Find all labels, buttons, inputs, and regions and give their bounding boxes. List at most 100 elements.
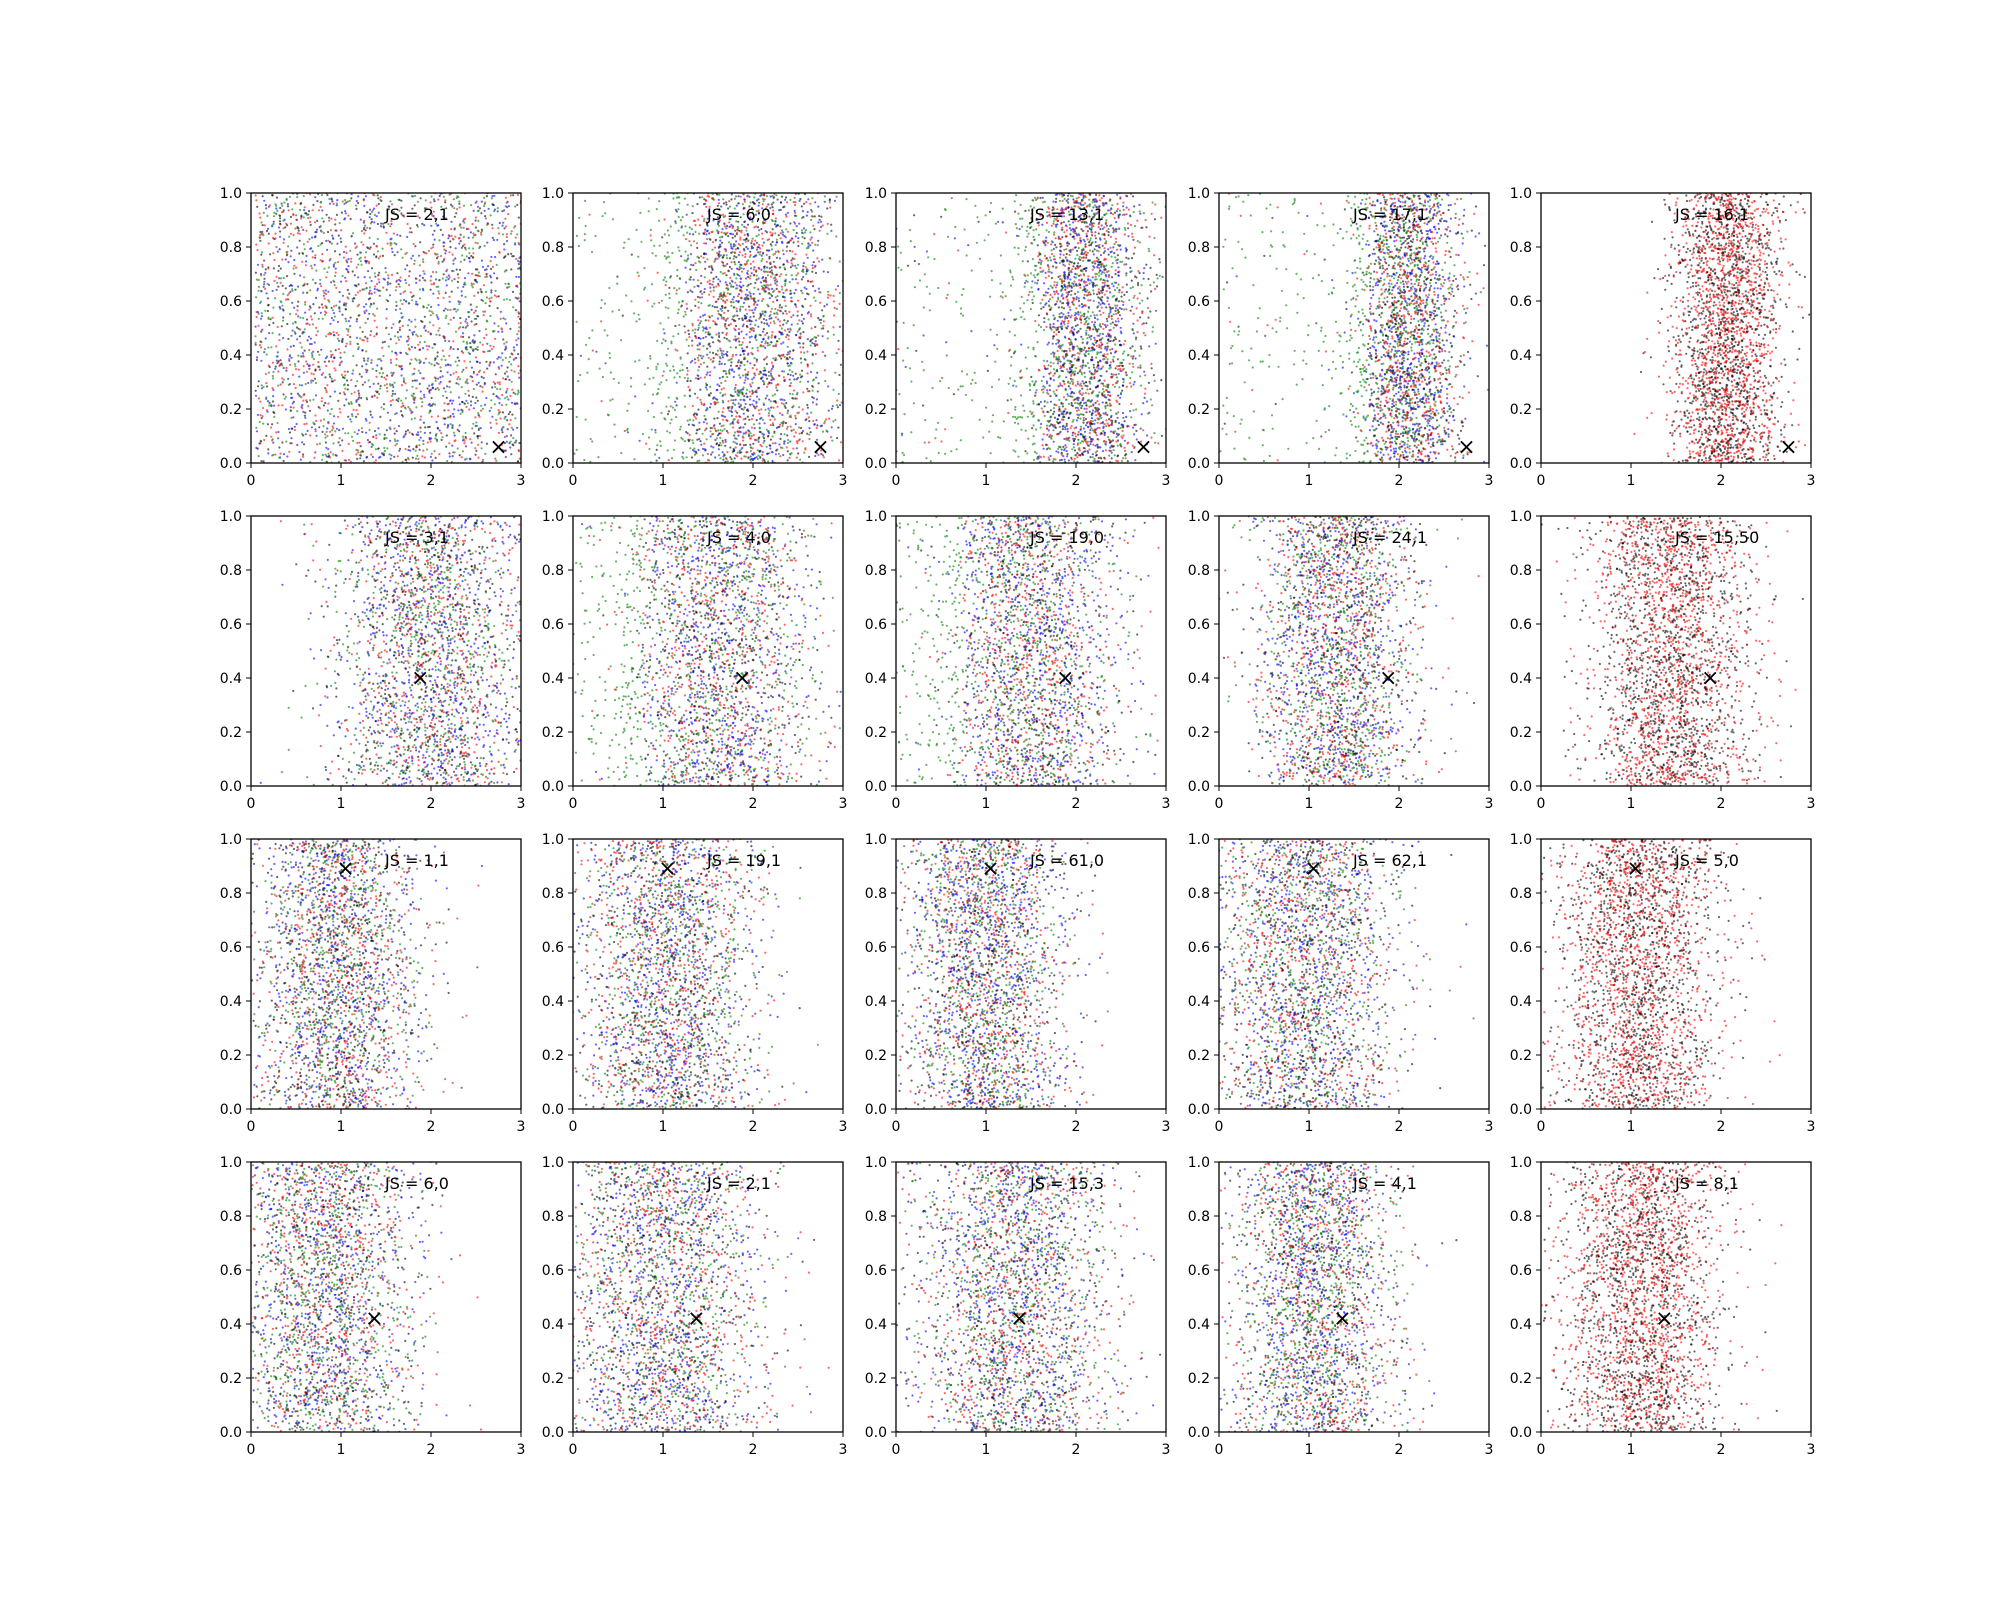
data-point xyxy=(413,259,416,262)
data-point xyxy=(754,324,757,327)
data-point xyxy=(327,239,330,242)
data-point xyxy=(737,293,741,296)
data-point xyxy=(428,321,431,324)
data-point xyxy=(417,457,420,461)
data-point xyxy=(291,396,294,399)
data-point xyxy=(353,391,356,394)
data-point xyxy=(316,200,319,203)
data-point xyxy=(289,409,292,412)
data-point xyxy=(504,348,507,351)
data-point xyxy=(719,308,722,311)
data-point xyxy=(309,289,312,292)
data-point xyxy=(260,315,264,318)
data-point xyxy=(722,407,725,410)
data-point xyxy=(796,282,799,285)
data-point xyxy=(448,455,451,458)
data-point xyxy=(751,211,754,214)
data-point xyxy=(405,389,408,392)
data-point xyxy=(414,325,417,328)
data-point xyxy=(717,202,721,205)
data-point xyxy=(404,407,407,410)
data-point xyxy=(749,295,753,298)
data-point xyxy=(710,453,713,456)
data-point xyxy=(786,441,790,444)
data-point xyxy=(817,260,821,263)
data-point xyxy=(431,270,435,274)
data-point xyxy=(451,424,454,427)
data-point xyxy=(754,306,757,309)
data-point xyxy=(472,209,475,212)
data-point xyxy=(815,419,818,422)
data-point xyxy=(652,376,655,379)
data-point xyxy=(714,257,717,260)
data-point xyxy=(743,363,746,367)
data-point xyxy=(436,427,439,430)
data-point xyxy=(720,381,723,385)
data-point xyxy=(335,229,338,232)
data-point xyxy=(762,441,765,444)
data-point xyxy=(717,221,720,224)
data-point xyxy=(329,322,332,325)
data-point xyxy=(608,352,611,355)
data-point xyxy=(754,335,757,338)
data-point xyxy=(322,289,325,292)
data-point xyxy=(709,286,712,289)
data-point xyxy=(428,411,431,414)
data-point xyxy=(443,402,446,405)
data-point xyxy=(803,286,806,289)
data-point xyxy=(784,310,787,313)
data-point xyxy=(342,391,345,394)
data-point xyxy=(331,353,334,356)
data-point xyxy=(330,306,333,309)
data-point xyxy=(633,458,636,461)
data-point xyxy=(296,305,299,308)
data-point xyxy=(713,306,717,309)
data-point xyxy=(370,279,373,283)
x-tick-label: 3 xyxy=(517,473,526,489)
data-point xyxy=(260,416,263,420)
data-point xyxy=(785,427,789,430)
data-point xyxy=(640,240,643,243)
data-point xyxy=(511,388,514,391)
data-point xyxy=(282,241,285,244)
data-point xyxy=(760,268,763,271)
data-point xyxy=(468,457,471,460)
data-point xyxy=(750,240,754,243)
data-point xyxy=(501,330,504,333)
data-point xyxy=(794,417,797,420)
data-point xyxy=(254,271,257,274)
data-point xyxy=(771,219,774,223)
data-point xyxy=(474,241,477,244)
data-point xyxy=(751,220,754,223)
data-point xyxy=(509,194,512,197)
data-point xyxy=(782,453,785,457)
data-point xyxy=(651,252,654,255)
data-point xyxy=(771,451,774,454)
data-point xyxy=(786,320,789,323)
data-point xyxy=(515,275,518,278)
data-point xyxy=(517,262,521,266)
data-point xyxy=(270,435,273,438)
data-point xyxy=(714,403,717,406)
data-point xyxy=(653,244,656,247)
data-point xyxy=(794,235,797,238)
data-point xyxy=(474,309,477,312)
data-point xyxy=(406,429,410,432)
data-point xyxy=(777,452,781,455)
data-point xyxy=(775,343,778,346)
data-point xyxy=(395,304,398,307)
data-point xyxy=(838,459,841,462)
data-point xyxy=(691,449,695,452)
data-point xyxy=(777,251,780,254)
data-point xyxy=(760,227,763,231)
data-point xyxy=(712,241,715,244)
data-point xyxy=(262,460,265,463)
data-point xyxy=(373,335,376,338)
data-point xyxy=(512,436,515,440)
data-point xyxy=(820,215,823,218)
data-point xyxy=(701,196,704,199)
data-point xyxy=(434,217,437,220)
data-point xyxy=(795,231,798,235)
data-point xyxy=(279,452,282,455)
data-point xyxy=(359,326,362,329)
